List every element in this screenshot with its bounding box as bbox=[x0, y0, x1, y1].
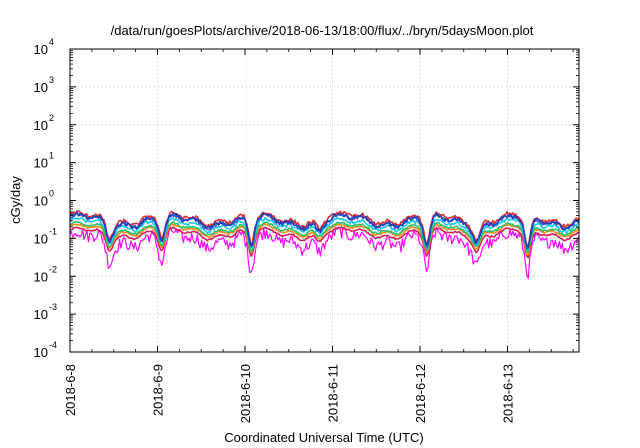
series-line bbox=[69, 210, 580, 249]
y-tick-label: 10 bbox=[34, 80, 48, 95]
series-line bbox=[69, 226, 580, 279]
y-tick-exponent: 1 bbox=[49, 151, 54, 161]
y-tick-exponent: 2 bbox=[49, 113, 54, 123]
y-tick-exponent: -3 bbox=[49, 302, 57, 312]
y-tick-base: 10 bbox=[34, 269, 48, 284]
series-line bbox=[69, 226, 580, 259]
y-axis-label: cGy/day bbox=[8, 176, 23, 224]
x-tick-label: 2018-6-11 bbox=[326, 364, 341, 422]
y-tick-base: 10 bbox=[34, 345, 48, 360]
y-tick-label: 10 bbox=[34, 42, 48, 57]
y-tick-exponent: 0 bbox=[49, 189, 54, 199]
y-tick-exponent: -1 bbox=[49, 226, 57, 236]
y-tick-base: 10 bbox=[34, 194, 48, 209]
x-tick-label: 2018-6-13 bbox=[501, 364, 516, 423]
y-tick-base: 10 bbox=[34, 307, 48, 322]
y-tick-label: 10 bbox=[34, 118, 48, 133]
chart-title: /data/run/goesPlots/archive/2018-06-13/1… bbox=[111, 23, 534, 38]
y-tick-label: 10 bbox=[34, 231, 48, 246]
y-tick-label: 10 bbox=[34, 194, 48, 209]
y-tick-label: 10 bbox=[34, 307, 48, 322]
y-tick-label: 10 bbox=[34, 269, 48, 284]
y-tick-label: 10 bbox=[34, 156, 48, 171]
y-tick-label: 10 bbox=[34, 345, 48, 360]
x-tick-label: 2018-6-9 bbox=[151, 364, 166, 416]
series-line bbox=[69, 211, 580, 248]
y-tick-base: 10 bbox=[34, 231, 48, 246]
x-tick-label: 2018-6-10 bbox=[238, 364, 253, 423]
y-tick-exponent: 3 bbox=[49, 75, 54, 85]
x-ticks: 2018-6-8 2018-6-9 2018-6-10 2018-6-11 2018-6… bbox=[63, 49, 574, 423]
x-tick-label: 2018-6-8 bbox=[63, 364, 78, 416]
series-line bbox=[69, 220, 580, 253]
y-tick-exponent: -2 bbox=[49, 264, 57, 274]
y-tick-base: 10 bbox=[34, 156, 48, 171]
y-tick-base: 10 bbox=[34, 118, 48, 133]
y-tick-exponent: -4 bbox=[49, 340, 57, 350]
y-tick-base: 10 bbox=[34, 42, 48, 57]
x-axis-label: Coordinated Universal Time (UTC) bbox=[224, 430, 423, 445]
y-tick-exponent: 4 bbox=[49, 37, 54, 47]
x-tick-label: 2018-6-12 bbox=[413, 364, 428, 423]
series-lines bbox=[69, 210, 580, 279]
y-tick-base: 10 bbox=[34, 80, 48, 95]
grid bbox=[70, 49, 579, 352]
